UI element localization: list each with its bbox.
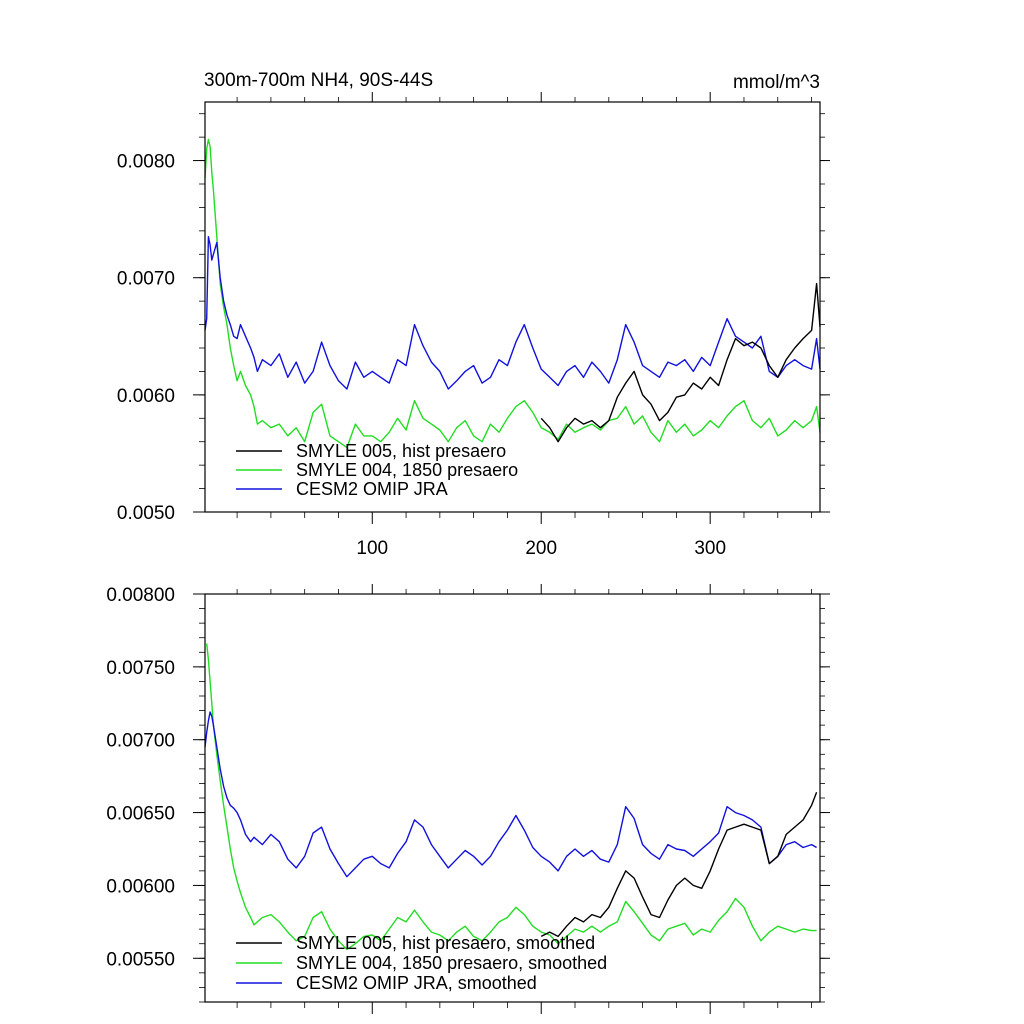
y-tick-label: 0.00600 — [106, 876, 175, 897]
legend-label: CESM2 OMIP JRA — [296, 479, 448, 499]
series-line-2 — [204, 711, 817, 878]
top-panel-title: 300m-700m NH4, 90S-44S — [204, 70, 433, 91]
y-tick-label: 0.0060 — [117, 386, 175, 407]
series-line-0 — [540, 282, 821, 443]
top-panel-units: mmol/m^3 — [733, 72, 820, 93]
top-panel-series — [204, 138, 821, 449]
bottom-panel-series — [204, 643, 818, 951]
y-tick-label: 0.0050 — [117, 503, 175, 524]
bottom-panel-legend: SMYLE 005, hist presaero, smoothedSMYLE … — [236, 933, 607, 993]
top-panel: 300m-700m NH4, 90S-44S mmol/m^3 100 200 30… — [117, 70, 830, 559]
y-tick-label: 0.00700 — [106, 731, 175, 752]
bottom-panel-ticks: 0.00550 0.00600 0.00650 0.00700 0.00750 0.008… — [106, 584, 830, 1014]
series-line-1 — [206, 643, 817, 951]
x-tick-label: 200 — [525, 538, 557, 559]
series-line-1 — [204, 138, 821, 449]
series-line-0 — [540, 791, 818, 938]
top-panel-ticks: 100 200 300 0.0050 0.0060 0.0070 0.0080 — [117, 92, 830, 559]
legend-label: SMYLE 004, 1850 presaero — [296, 460, 518, 480]
y-tick-label: 0.00800 — [106, 585, 175, 606]
bottom-panel: 0.00550 0.00600 0.00650 0.00700 0.00750 0.008… — [106, 584, 830, 1014]
series-line-2 — [204, 235, 821, 390]
legend-label: SMYLE 004, 1850 presaero, smoothed — [296, 953, 607, 973]
legend-label: CESM2 OMIP JRA, smoothed — [296, 973, 537, 993]
bottom-panel-frame — [204, 593, 821, 1003]
x-tick-label: 300 — [694, 538, 726, 559]
y-tick-label: 0.0080 — [117, 152, 175, 173]
legend-label: SMYLE 005, hist presaero — [296, 441, 506, 461]
y-tick-label: 0.00750 — [106, 658, 175, 679]
top-panel-frame — [204, 101, 821, 513]
legend-label: SMYLE 005, hist presaero, smoothed — [296, 933, 595, 953]
y-tick-label: 0.00550 — [106, 949, 175, 970]
x-tick-label: 100 — [356, 538, 388, 559]
y-tick-label: 0.00650 — [106, 804, 175, 825]
y-tick-label: 0.0070 — [117, 269, 175, 290]
